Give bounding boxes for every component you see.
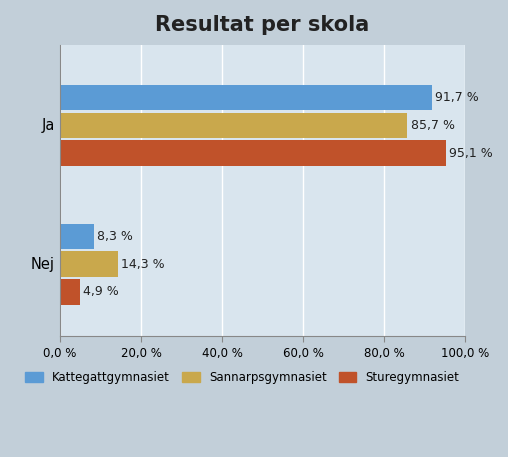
Bar	[60, 223, 93, 249]
Bar	[60, 85, 432, 111]
Text: 91,7 %: 91,7 %	[435, 91, 479, 104]
Title: Resultat per skola: Resultat per skola	[155, 15, 370, 35]
Bar	[60, 279, 80, 305]
Bar	[60, 112, 407, 138]
Bar	[60, 140, 446, 166]
Text: 14,3 %: 14,3 %	[121, 258, 165, 271]
Text: 85,7 %: 85,7 %	[410, 119, 455, 132]
Text: 4,9 %: 4,9 %	[83, 286, 119, 298]
Text: 8,3 %: 8,3 %	[97, 230, 133, 243]
Bar	[60, 251, 118, 277]
Legend: Kattegattgymnasiet, Sannarpsgymnasiet, Sturegymnasiet: Kattegattgymnasiet, Sannarpsgymnasiet, S…	[20, 367, 464, 389]
Text: 95,1 %: 95,1 %	[449, 147, 493, 159]
